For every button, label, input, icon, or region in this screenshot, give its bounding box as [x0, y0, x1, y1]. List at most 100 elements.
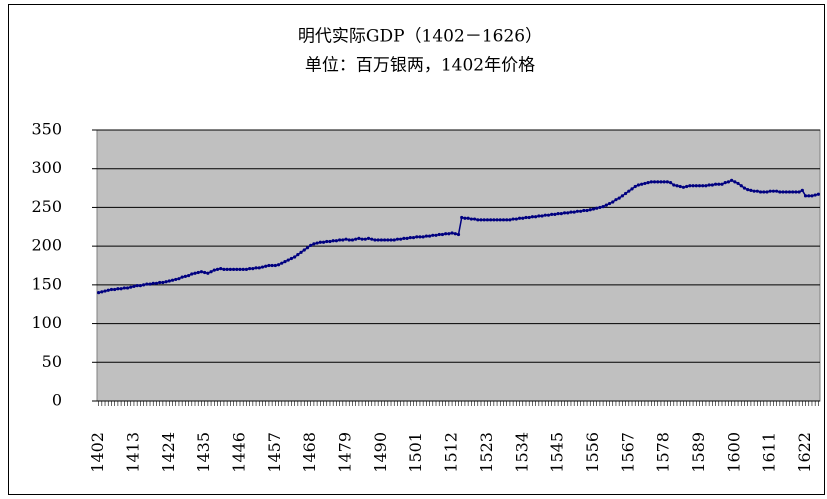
- point: [781, 190, 785, 194]
- point: [138, 284, 142, 288]
- point: [553, 212, 557, 216]
- point: [562, 211, 567, 215]
- point: [540, 214, 544, 218]
- point: [97, 291, 101, 295]
- x-tick-label: 1435: [194, 432, 213, 473]
- y-tick-label: 350: [31, 120, 62, 139]
- point: [614, 198, 618, 202]
- x-tick-label: 1556: [583, 432, 602, 473]
- point: [662, 180, 666, 184]
- point: [122, 286, 126, 290]
- point: [601, 205, 605, 209]
- point: [103, 289, 107, 293]
- point: [778, 190, 782, 194]
- point: [421, 235, 425, 239]
- y-tick-label: 200: [31, 236, 62, 255]
- point: [543, 213, 547, 217]
- point: [190, 272, 194, 276]
- x-tick-label: 1589: [689, 432, 708, 473]
- point: [440, 232, 445, 237]
- point: [302, 248, 306, 252]
- y-tick-label: 250: [31, 197, 62, 216]
- x-tick-label: 1545: [548, 432, 567, 473]
- point: [611, 200, 615, 204]
- point: [546, 213, 551, 217]
- point: [415, 235, 419, 239]
- point: [659, 180, 663, 184]
- point: [395, 237, 400, 241]
- point: [399, 237, 403, 241]
- point: [694, 184, 698, 188]
- point: [238, 267, 242, 271]
- point: [280, 261, 284, 265]
- point: [733, 180, 737, 184]
- point: [273, 263, 277, 268]
- point: [241, 267, 245, 271]
- point: [338, 238, 342, 242]
- x-tick-label: 1600: [724, 432, 743, 473]
- point: [125, 286, 130, 290]
- point: [193, 271, 197, 275]
- point: [222, 267, 226, 271]
- point: [318, 240, 322, 244]
- point: [154, 281, 159, 285]
- point: [640, 182, 644, 186]
- point: [585, 208, 589, 213]
- point: [424, 234, 428, 238]
- point: [530, 215, 535, 219]
- point: [209, 270, 213, 274]
- point: [309, 243, 313, 247]
- point: [498, 218, 502, 222]
- point: [476, 218, 480, 222]
- point: [267, 263, 271, 268]
- point: [219, 266, 223, 271]
- point: [402, 236, 406, 240]
- point: [270, 263, 274, 268]
- point: [408, 236, 412, 240]
- point: [746, 188, 750, 192]
- point: [437, 232, 441, 237]
- chart-title: 明代实际GDP（1402－1626）: [298, 27, 542, 47]
- point: [813, 193, 817, 197]
- point: [579, 209, 583, 213]
- x-tick-label: 1457: [265, 432, 284, 473]
- point: [566, 211, 570, 215]
- y-tick-label: 100: [31, 313, 62, 332]
- point: [106, 288, 110, 292]
- point: [119, 287, 123, 291]
- point: [350, 238, 355, 242]
- point: [321, 240, 326, 244]
- point: [643, 181, 647, 186]
- point: [739, 184, 743, 188]
- point: [636, 183, 641, 187]
- point: [305, 246, 310, 250]
- x-tick-label: 1501: [406, 432, 425, 473]
- point: [701, 184, 705, 188]
- y-tick-label: 50: [42, 352, 62, 371]
- point: [524, 215, 528, 220]
- point: [758, 190, 763, 194]
- x-tick-label: 1523: [477, 432, 496, 473]
- point: [511, 217, 515, 221]
- point: [572, 210, 576, 214]
- point: [235, 267, 239, 271]
- point: [225, 267, 229, 271]
- x-tick-label: 1402: [88, 432, 107, 473]
- point: [145, 282, 149, 286]
- point: [456, 232, 461, 237]
- point: [392, 238, 396, 242]
- point: [707, 183, 711, 187]
- point: [174, 277, 178, 282]
- point: [482, 218, 486, 222]
- point: [730, 178, 734, 182]
- point: [762, 190, 766, 194]
- point: [517, 216, 522, 220]
- point: [537, 214, 541, 218]
- point: [411, 236, 416, 240]
- point: [334, 239, 338, 243]
- point: [167, 279, 171, 283]
- point: [251, 266, 255, 271]
- point: [129, 285, 133, 289]
- point: [276, 263, 281, 267]
